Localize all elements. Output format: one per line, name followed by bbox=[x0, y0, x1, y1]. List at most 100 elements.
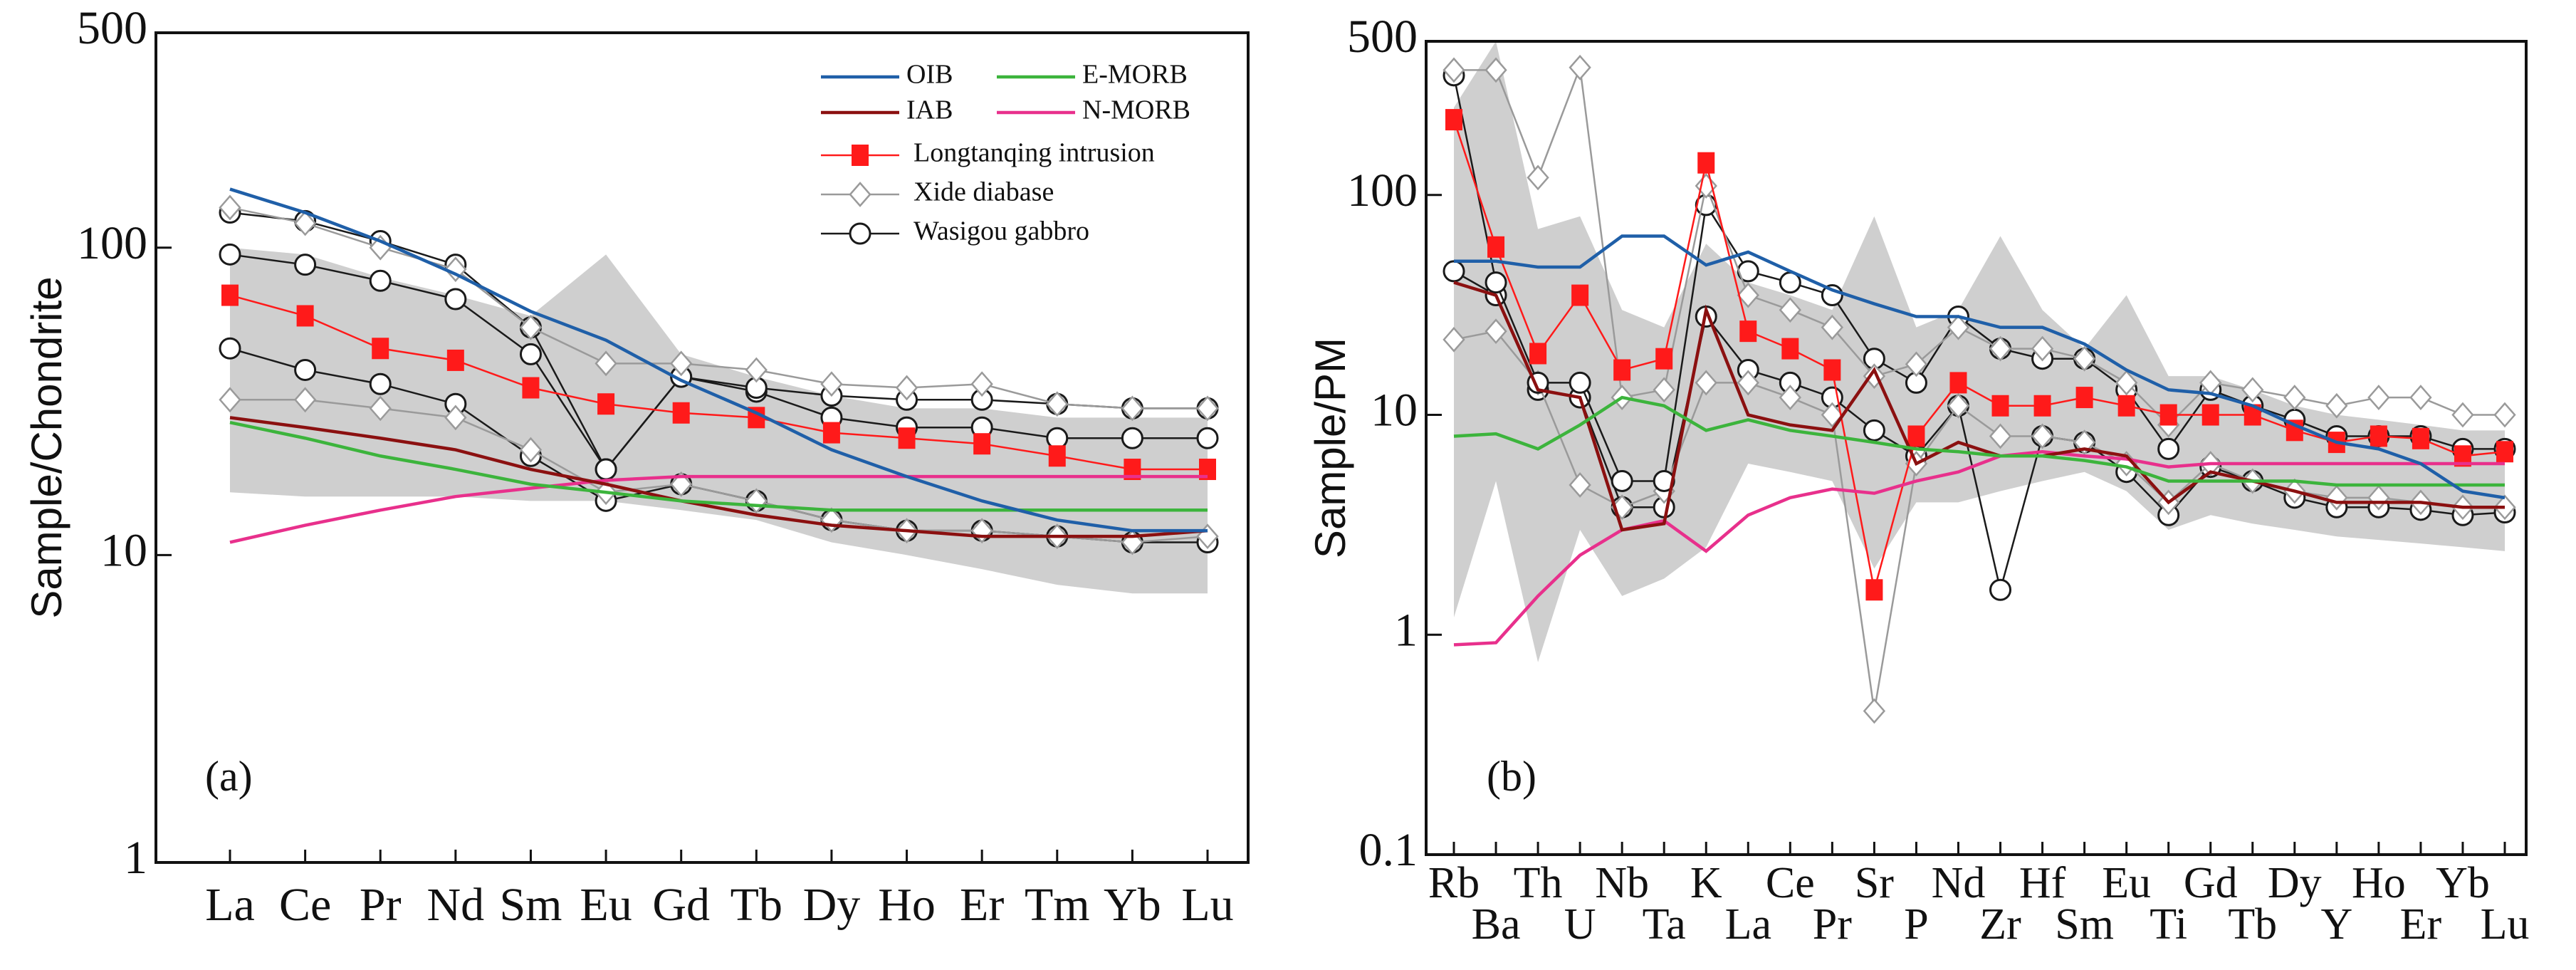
data-point bbox=[1121, 427, 1143, 449]
x-tick-label: Nd bbox=[1932, 859, 1986, 907]
data-point bbox=[1823, 359, 1841, 381]
series-line bbox=[229, 294, 1208, 471]
data-point bbox=[446, 349, 464, 371]
x-tick-label: Eu bbox=[2102, 859, 2151, 907]
plot-frame bbox=[1425, 40, 2528, 856]
data-point bbox=[293, 387, 317, 413]
x-tick-label: Pr bbox=[360, 879, 402, 931]
legend-label: Wasigou gabbro bbox=[913, 217, 1089, 246]
series-line bbox=[229, 416, 1208, 538]
legend-marker bbox=[852, 145, 869, 166]
y-tick-label: 1 bbox=[1394, 604, 1418, 656]
data-point bbox=[219, 387, 241, 413]
data-point bbox=[293, 210, 317, 236]
data-point bbox=[1613, 359, 1631, 381]
data-point bbox=[1991, 395, 2009, 417]
y-tick-label: 10 bbox=[1371, 385, 1418, 437]
x-tick-label: Ba bbox=[1472, 900, 1521, 949]
data-point bbox=[519, 314, 543, 340]
series-line bbox=[229, 207, 1208, 410]
x-tick-label: Ho bbox=[878, 879, 936, 931]
data-point bbox=[294, 254, 317, 276]
data-point bbox=[2367, 484, 2390, 511]
panel-label: (a) bbox=[205, 753, 253, 800]
legend-label: N-MORB bbox=[1082, 95, 1190, 125]
x-tick-label: Tm bbox=[1025, 879, 1090, 931]
data-point bbox=[973, 433, 991, 455]
x-tick-label: Lu bbox=[2481, 900, 2530, 949]
data-point bbox=[1737, 370, 1759, 396]
data-point bbox=[1485, 271, 1507, 294]
y-axis-title: Sample/PM bbox=[1307, 338, 1354, 558]
data-point bbox=[2075, 387, 2093, 409]
legend-marker bbox=[849, 182, 871, 207]
data-point bbox=[1863, 419, 1885, 442]
y-tick-label: 500 bbox=[1347, 11, 1418, 63]
data-point bbox=[369, 269, 392, 292]
data-point bbox=[369, 395, 392, 422]
x-tick-label: Nd bbox=[427, 879, 485, 931]
x-tick-label: Er bbox=[960, 879, 1004, 931]
legend-label: OIB bbox=[906, 60, 953, 90]
data-point bbox=[820, 371, 843, 397]
data-point bbox=[1907, 425, 1925, 447]
field-area bbox=[230, 247, 1208, 594]
y-tick-label: 500 bbox=[77, 2, 147, 54]
data-point bbox=[1046, 391, 1069, 417]
data-point bbox=[1443, 326, 1465, 353]
data-point bbox=[595, 458, 617, 481]
data-point bbox=[221, 284, 239, 306]
data-point bbox=[1989, 423, 2012, 449]
x-tick-label: Ho bbox=[2352, 859, 2406, 907]
y-tick-label: 100 bbox=[1347, 165, 1418, 217]
x-tick-label: Gd bbox=[2184, 859, 2238, 907]
x-tick-label: Nb bbox=[1595, 859, 1649, 907]
x-tick-label: Lu bbox=[1181, 879, 1233, 931]
data-point bbox=[1569, 371, 1591, 394]
legend-label: Xide diabase bbox=[913, 177, 1054, 207]
data-point bbox=[522, 377, 540, 399]
data-point bbox=[2115, 370, 2138, 396]
data-point bbox=[670, 350, 693, 377]
data-point bbox=[1781, 338, 1799, 360]
series-line bbox=[229, 474, 1208, 544]
data-point bbox=[2241, 377, 2264, 403]
y-tick-label: 10 bbox=[100, 524, 147, 576]
data-point bbox=[1046, 427, 1069, 449]
field-area bbox=[1454, 41, 2505, 662]
data-point bbox=[1196, 427, 1219, 449]
x-tick-label: Hf bbox=[2019, 859, 2066, 907]
data-point bbox=[745, 357, 768, 383]
series-line bbox=[1454, 234, 2506, 500]
data-point bbox=[1821, 314, 1844, 340]
data-point bbox=[1445, 109, 1462, 131]
data-point bbox=[597, 393, 615, 415]
legend-label: IAB bbox=[906, 95, 953, 125]
legend-label: Longtanqing intrusion bbox=[913, 138, 1155, 168]
data-point bbox=[1655, 348, 1673, 370]
x-tick-label: Dy bbox=[2268, 859, 2322, 907]
data-point bbox=[1863, 698, 1886, 724]
y-axis-title: Sample/Chondrite bbox=[23, 276, 70, 618]
data-point bbox=[1196, 395, 1219, 422]
y-tick-label: 100 bbox=[77, 217, 147, 269]
data-point bbox=[898, 427, 916, 449]
data-point bbox=[1485, 57, 1507, 83]
data-point bbox=[2451, 402, 2474, 428]
data-point bbox=[2412, 427, 2429, 449]
x-tick-label: Ce bbox=[1766, 859, 1815, 907]
data-point bbox=[1487, 236, 1505, 258]
data-point bbox=[372, 338, 389, 360]
series-line bbox=[229, 254, 1208, 471]
data-point bbox=[2493, 402, 2516, 428]
data-point bbox=[2325, 484, 2348, 511]
x-tick-label: P bbox=[1904, 900, 1928, 949]
data-point bbox=[296, 305, 314, 327]
x-tick-label: Sm bbox=[499, 879, 562, 931]
x-tick-label: Ta bbox=[1643, 900, 1686, 949]
x-tick-label: Tb bbox=[731, 879, 782, 931]
data-point bbox=[1653, 377, 1675, 403]
data-point bbox=[1989, 578, 2012, 601]
data-point bbox=[1989, 335, 2012, 362]
data-point bbox=[519, 343, 542, 365]
